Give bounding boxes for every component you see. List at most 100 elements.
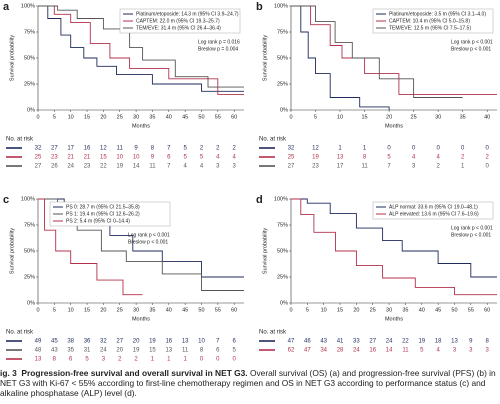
y-tick-label: 100% (274, 3, 288, 9)
at-risk-count: 2 (461, 155, 465, 161)
at-risk-count: 16 (84, 146, 91, 152)
at-risk-count: 14 (133, 164, 140, 170)
at-risk-count: 47 (288, 339, 295, 345)
at-risk-count: 2 (486, 155, 490, 161)
x-tick-label: 30 (133, 114, 139, 120)
x-tick-label: 35 (402, 307, 408, 313)
at-risk-count: 0 (200, 357, 204, 363)
y-tick-label: 50% (24, 248, 35, 254)
at-risk-count: 2 (233, 146, 237, 152)
at-risk-count: 3 (216, 164, 220, 170)
at-risk-count: 13 (35, 357, 42, 363)
at-risk-count: 20 (133, 339, 140, 345)
y-tick-label: 100% (21, 196, 35, 202)
at-risk-count: 24 (353, 348, 360, 354)
at-risk-count: 4 (436, 348, 440, 354)
panel-letter: b (256, 1, 263, 13)
caption-title: Progression-free survival and overall su… (21, 368, 248, 378)
y-tick-label: 25% (24, 81, 35, 87)
at-risk-count: 43 (51, 348, 58, 354)
x-tick-label: 20 (100, 307, 106, 313)
x-tick-label: 40 (484, 114, 490, 120)
at-risk-count: 4 (200, 164, 204, 170)
legend-box (372, 201, 494, 220)
at-risk-count: 0 (461, 146, 465, 152)
at-risk-count: 8 (200, 348, 204, 354)
x-tick-label: 20 (353, 307, 359, 313)
x-axis-label: Months (132, 123, 150, 129)
y-tick-label: 75% (277, 29, 288, 35)
at-risk-count: 0 (233, 357, 237, 363)
at-risk-count: 21 (67, 155, 74, 161)
at-risk-count: 5 (200, 155, 204, 161)
x-tick-label: 40 (166, 307, 172, 313)
x-axis-label: Months (385, 123, 403, 129)
y-tick-label: 25% (277, 81, 288, 87)
y-axis-label: Survival probability (9, 35, 15, 81)
y-tick-label: 50% (277, 248, 288, 254)
at-risk-count: 6 (69, 357, 73, 363)
legend-label: ALP normal: 33.6 m (95% CI 19.0–48.1) (389, 204, 478, 210)
at-risk-count: 33 (353, 339, 360, 345)
legend-box (119, 8, 241, 34)
at-risk-count: 6 (216, 348, 220, 354)
legend-label: TEM/EVE: 31.4 m (95% CI 26.4–36.4) (136, 25, 221, 31)
at-risk-count: 27 (369, 339, 376, 345)
at-risk-count: 13 (182, 339, 189, 345)
at-risk-count: 15 (100, 155, 107, 161)
at-risk-count: 15 (149, 348, 156, 354)
at-risk-count: 1 (151, 357, 155, 363)
x-tick-label: 40 (166, 114, 172, 120)
at-risk-count: 11 (117, 146, 124, 152)
at-risk-count: 2 (200, 146, 204, 152)
at-risk-count: 45 (51, 339, 58, 345)
at-risk-count: 0 (216, 357, 220, 363)
x-tick-label: 30 (435, 114, 441, 120)
at-risk-count: 1 (338, 146, 342, 152)
at-risk-count: 23 (51, 155, 58, 161)
y-tick-label: 0% (280, 300, 288, 306)
y-tick-label: 75% (24, 29, 35, 35)
x-tick-label: 5 (314, 114, 317, 120)
at-risk-count: 21 (84, 155, 91, 161)
at-risk-count: 0 (486, 146, 490, 152)
y-tick-label: 25% (277, 274, 288, 280)
at-risk-count: 14 (386, 348, 393, 354)
at-risk-count: 10 (133, 155, 140, 161)
at-risk-count: 7 (387, 164, 391, 170)
x-tick-label: 45 (182, 114, 188, 120)
x-tick-label: 35 (149, 307, 155, 313)
at-risk-count: 10 (198, 339, 205, 345)
x-tick-label: 60 (231, 114, 237, 120)
at-risk-count: 16 (369, 348, 376, 354)
x-tick-label: 50 (451, 307, 457, 313)
at-risk-count: 0 (436, 146, 440, 152)
at-risk-count: 4 (183, 164, 187, 170)
at-risk-count: 5 (183, 146, 187, 152)
at-risk-count: 19 (133, 348, 140, 354)
y-tick-label: 100% (274, 196, 288, 202)
at-risk-count: 22 (402, 339, 409, 345)
at-risk-count: 1 (461, 164, 465, 170)
x-tick-label: 60 (231, 307, 237, 313)
y-tick-label: 25% (24, 274, 35, 280)
x-tick-label: 5 (306, 307, 309, 313)
at-risk-count: 19 (418, 339, 425, 345)
at-risk-count: 5 (233, 348, 237, 354)
at-risk-count: 8 (486, 339, 490, 345)
at-risk-count: 7 (167, 164, 171, 170)
y-tick-label: 50% (277, 55, 288, 61)
at-risk-count: 17 (337, 164, 344, 170)
at-risk-count: 12 (100, 146, 107, 152)
at-risk-count: 2 (436, 164, 440, 170)
legend-box (372, 8, 494, 34)
y-axis-label: Survival probability (262, 228, 268, 274)
at-risk-count: 43 (320, 339, 327, 345)
at-risk-count: 2 (118, 357, 122, 363)
at-risk-count: 9 (151, 155, 155, 161)
at-risk-count: 41 (337, 339, 344, 345)
at-risk-count: 11 (361, 164, 368, 170)
at-risk-count: 13 (337, 155, 344, 161)
panel-letter: d (256, 194, 263, 206)
